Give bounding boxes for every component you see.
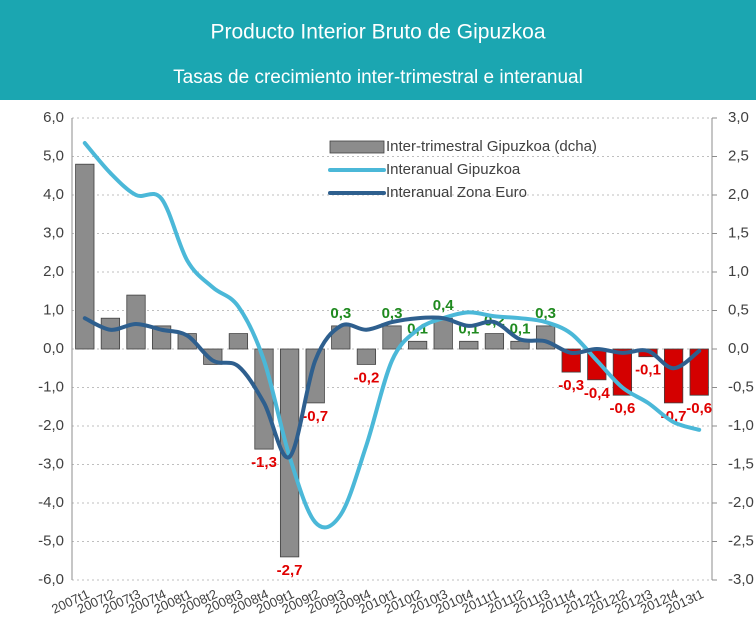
y-tick-label: -1,0 xyxy=(38,378,64,395)
y-tick-label: 0,0 xyxy=(43,340,64,357)
y-tick-label: -3,0 xyxy=(38,455,64,472)
line xyxy=(82,315,702,460)
y-tick-label: -5,0 xyxy=(38,532,64,549)
data-label: 0,4 xyxy=(433,297,455,314)
data-label: -0,6 xyxy=(609,400,635,417)
bar xyxy=(356,348,377,365)
legend-label: Interanual Zona Euro xyxy=(386,184,527,201)
y-tick-label: 4,0 xyxy=(43,186,64,203)
data-label: -0,7 xyxy=(302,408,328,425)
y2-tick-label: 1,5 xyxy=(728,224,749,241)
y-tick-label: 6,0 xyxy=(43,109,64,126)
bar xyxy=(407,340,428,350)
data-label: -0,4 xyxy=(584,385,611,402)
data-label: -2,7 xyxy=(277,562,303,579)
y2-tick-label: 2,5 xyxy=(728,147,749,164)
data-label: -0,7 xyxy=(661,408,687,425)
data-label: 0,3 xyxy=(382,305,403,322)
bar xyxy=(305,348,325,404)
chart-title: Producto Interior Bruto de Gipuzkoa xyxy=(210,21,545,44)
bar xyxy=(663,348,684,404)
y-tick-label: 1,0 xyxy=(43,301,64,318)
chart-subtitle: Tasas de crecimiento inter-trimestral e … xyxy=(173,67,583,88)
bar xyxy=(484,333,505,350)
y-tick-label: 2,0 xyxy=(43,263,64,280)
y2-tick-label: -2,5 xyxy=(728,532,754,549)
y2-tick-label: 2,0 xyxy=(728,186,749,203)
y2-tick-label: -2,0 xyxy=(728,494,754,511)
bar xyxy=(228,333,249,350)
legend-label: Interanual Gipuzkoa xyxy=(386,161,521,178)
data-label: -0,3 xyxy=(558,377,584,394)
line xyxy=(82,141,702,530)
bar xyxy=(75,163,95,350)
legend-swatch xyxy=(329,140,385,154)
y-tick-label: 3,0 xyxy=(43,224,64,241)
y2-tick-label: -1,5 xyxy=(728,455,754,472)
data-label: 0,3 xyxy=(330,305,351,322)
data-label: -1,3 xyxy=(251,454,277,471)
header-band xyxy=(0,0,756,100)
data-label: -0,6 xyxy=(686,400,712,417)
legend-label: Inter-trimestral Gipuzkoa (dcha) xyxy=(386,138,597,155)
y2-tick-label: -1,0 xyxy=(728,417,754,434)
y-tick-label: -4,0 xyxy=(38,494,64,511)
y-tick-label: -6,0 xyxy=(38,571,64,588)
y2-tick-label: 3,0 xyxy=(728,109,749,126)
y2-tick-label: 0,5 xyxy=(728,301,749,318)
y2-tick-label: -0,5 xyxy=(728,378,754,395)
data-label: -0,2 xyxy=(353,369,379,386)
y2-tick-label: 0,0 xyxy=(728,340,749,357)
bar xyxy=(459,340,479,350)
y2-tick-label: -3,0 xyxy=(728,571,754,588)
y2-tick-label: 1,0 xyxy=(728,263,749,280)
y-tick-label: -2,0 xyxy=(38,417,64,434)
y-tick-label: 5,0 xyxy=(43,147,64,164)
bar xyxy=(382,325,402,350)
bar xyxy=(433,317,453,350)
data-label: 0,1 xyxy=(510,320,531,337)
data-label: 0,3 xyxy=(535,305,556,322)
data-label: -0,1 xyxy=(635,362,661,379)
bar xyxy=(100,317,121,350)
